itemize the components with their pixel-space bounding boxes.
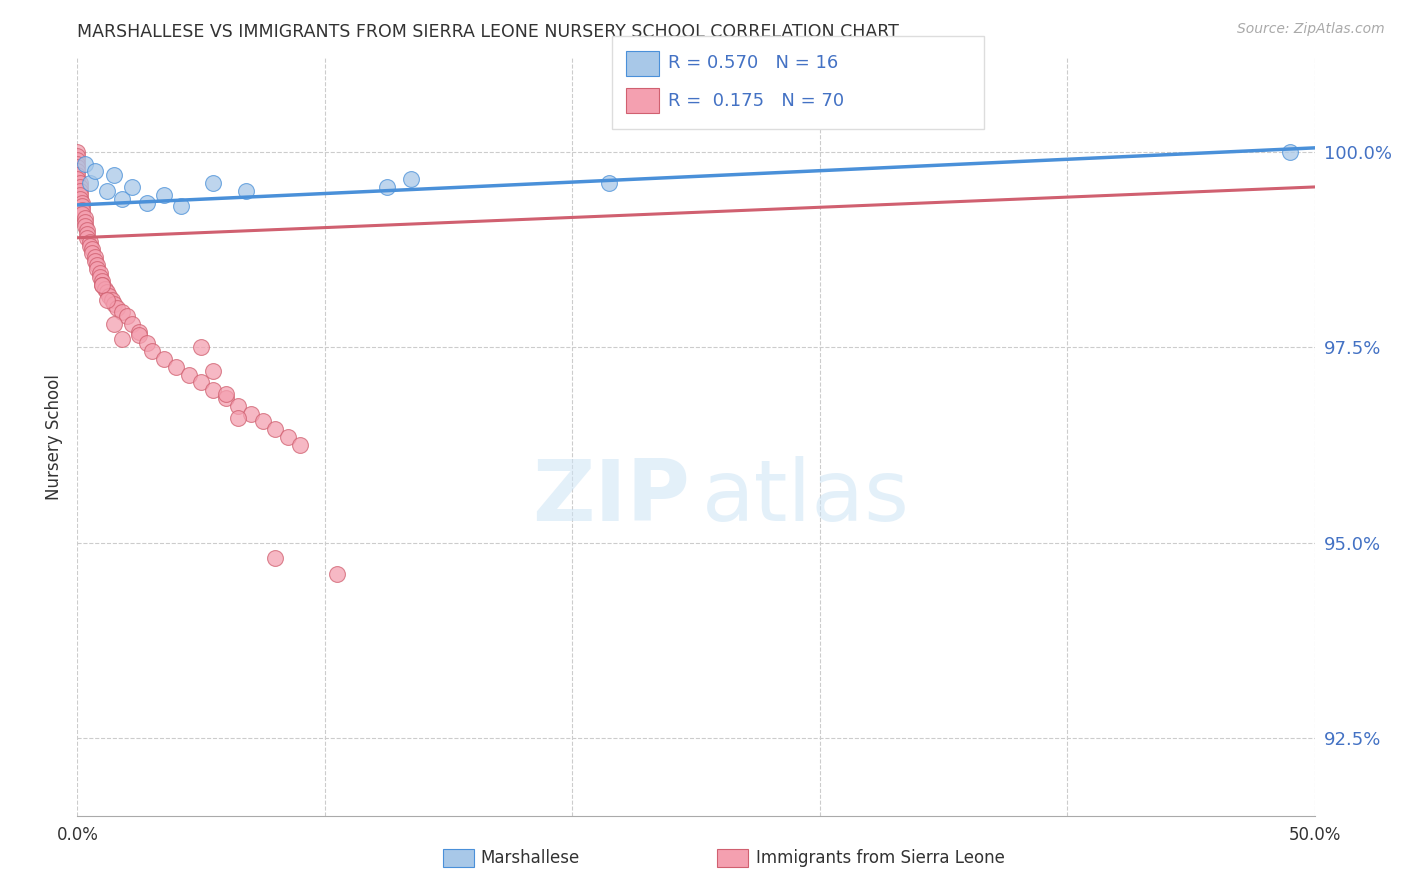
- Point: [135, 336, 157, 351]
- Point: [83, 250, 105, 264]
- Point: [111, 305, 134, 319]
- Point: [215, 387, 238, 401]
- Point: [128, 328, 150, 343]
- Point: [375, 180, 398, 194]
- Point: [83, 254, 105, 268]
- Point: [69, 184, 91, 198]
- Point: [326, 566, 349, 581]
- Point: [91, 274, 114, 288]
- Text: R =  0.175   N = 70: R = 0.175 N = 70: [668, 92, 844, 110]
- Point: [69, 192, 91, 206]
- Point: [79, 238, 101, 252]
- Point: [96, 184, 118, 198]
- Point: [128, 325, 150, 339]
- Point: [202, 364, 225, 378]
- Point: [66, 168, 89, 182]
- Text: Source: ZipAtlas.com: Source: ZipAtlas.com: [1237, 22, 1385, 37]
- Point: [89, 266, 111, 280]
- Point: [73, 215, 96, 229]
- Point: [79, 235, 101, 249]
- Point: [82, 246, 104, 260]
- Point: [1278, 145, 1301, 159]
- Point: [598, 176, 620, 190]
- Point: [141, 344, 163, 359]
- Point: [72, 199, 94, 213]
- Point: [82, 243, 104, 257]
- Point: [153, 187, 176, 202]
- Point: [73, 156, 96, 170]
- Point: [264, 422, 287, 436]
- Text: R = 0.570   N = 16: R = 0.570 N = 16: [668, 54, 838, 72]
- Point: [135, 195, 157, 210]
- Point: [79, 176, 101, 190]
- Point: [93, 282, 115, 296]
- Point: [190, 340, 212, 354]
- Text: Immigrants from Sierra Leone: Immigrants from Sierra Leone: [756, 849, 1005, 867]
- Point: [89, 269, 111, 284]
- Point: [69, 176, 91, 190]
- Point: [153, 351, 176, 366]
- Point: [202, 176, 225, 190]
- Point: [69, 180, 91, 194]
- Point: [103, 317, 125, 331]
- Point: [76, 231, 98, 245]
- Point: [86, 258, 108, 272]
- Point: [277, 430, 299, 444]
- Point: [72, 195, 94, 210]
- Point: [66, 164, 89, 178]
- Point: [121, 180, 143, 194]
- Point: [103, 297, 125, 311]
- Point: [73, 211, 96, 226]
- Point: [202, 383, 225, 397]
- Y-axis label: Nursery School: Nursery School: [45, 374, 63, 500]
- Point: [76, 227, 98, 241]
- Point: [91, 277, 114, 292]
- Point: [121, 317, 143, 331]
- Point: [111, 192, 134, 206]
- Text: MARSHALLESE VS IMMIGRANTS FROM SIERRA LEONE NURSERY SCHOOL CORRELATION CHART: MARSHALLESE VS IMMIGRANTS FROM SIERRA LE…: [77, 23, 900, 41]
- Point: [73, 219, 96, 233]
- Point: [101, 293, 124, 308]
- Point: [111, 332, 134, 346]
- Point: [83, 164, 105, 178]
- Point: [226, 410, 249, 425]
- Text: ZIP: ZIP: [531, 456, 690, 540]
- Point: [98, 289, 121, 303]
- Point: [66, 172, 89, 186]
- Point: [66, 156, 89, 170]
- Point: [215, 391, 238, 405]
- Point: [165, 359, 187, 374]
- Point: [72, 207, 94, 221]
- Point: [105, 301, 128, 315]
- Point: [190, 376, 212, 390]
- Text: Marshallese: Marshallese: [481, 849, 581, 867]
- Point: [288, 438, 311, 452]
- Point: [66, 161, 89, 175]
- Point: [72, 203, 94, 218]
- Point: [264, 551, 287, 566]
- Point: [401, 172, 423, 186]
- Point: [66, 153, 89, 167]
- Point: [239, 407, 262, 421]
- Point: [177, 368, 200, 382]
- Point: [170, 199, 193, 213]
- Point: [235, 184, 257, 198]
- Point: [91, 277, 114, 292]
- Point: [66, 145, 89, 159]
- Point: [86, 262, 108, 277]
- Point: [96, 293, 118, 308]
- Point: [103, 168, 125, 182]
- Point: [66, 149, 89, 163]
- Point: [76, 223, 98, 237]
- Point: [115, 309, 138, 323]
- Point: [69, 187, 91, 202]
- Text: atlas: atlas: [702, 456, 910, 540]
- Point: [252, 414, 274, 428]
- Point: [96, 285, 118, 300]
- Point: [226, 399, 249, 413]
